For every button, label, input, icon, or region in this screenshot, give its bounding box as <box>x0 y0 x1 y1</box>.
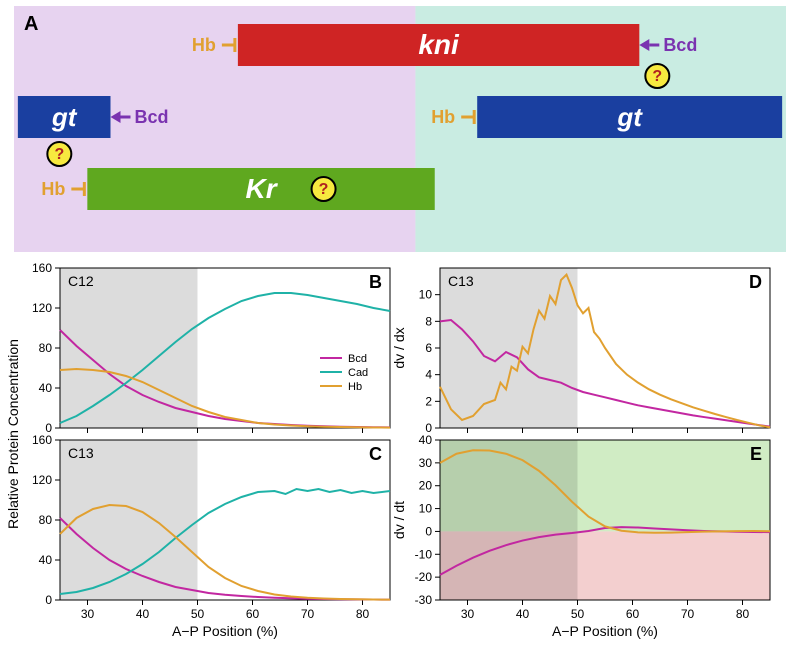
svg-text:-10: -10 <box>415 547 433 561</box>
svg-text:Hb: Hb <box>431 107 455 127</box>
svg-text:30: 30 <box>419 456 433 470</box>
svg-text:gt: gt <box>51 102 78 132</box>
svg-text:80: 80 <box>356 607 370 621</box>
svg-text:?: ? <box>652 68 662 85</box>
panel-label: E <box>750 444 762 464</box>
svg-text:160: 160 <box>32 261 52 275</box>
svg-text:50: 50 <box>191 607 205 621</box>
svg-text:0: 0 <box>45 593 52 607</box>
svg-text:Hb: Hb <box>41 179 65 199</box>
svg-text:40: 40 <box>39 553 53 567</box>
svg-text:Kr: Kr <box>245 173 278 204</box>
svg-text:80: 80 <box>39 341 53 355</box>
corner-label: C13 <box>68 445 94 461</box>
panel-b: 04080120160C12BBcdCadHb <box>32 261 390 435</box>
svg-text:8: 8 <box>425 314 432 328</box>
svg-text:?: ? <box>54 146 64 163</box>
panel-label: C <box>369 444 382 464</box>
svg-text:gt: gt <box>616 102 643 132</box>
y-axis-label: dv / dt <box>391 501 407 539</box>
panel-c: 0 40 80 120 160 30 40 50 60 70 80 A−P Position (%) C… <box>32 433 390 639</box>
svg-text:10: 10 <box>419 502 433 516</box>
panel-a-label: A <box>24 13 38 35</box>
svg-text:10: 10 <box>419 288 433 302</box>
x-axis-label: A−P Position (%) <box>172 623 278 639</box>
panel-label: B <box>369 272 382 292</box>
question-marker: ? <box>312 177 336 201</box>
svg-text:Bcd: Bcd <box>135 107 169 127</box>
svg-text:60: 60 <box>626 607 640 621</box>
svg-text:6: 6 <box>425 341 432 355</box>
question-marker: ? <box>645 64 669 88</box>
svg-text:50: 50 <box>571 607 585 621</box>
panel-e: -30 -20 -10 0 10 20 30 40 30 40 50 60 70 80 A−P Positi… <box>391 433 770 639</box>
svg-text:40: 40 <box>419 433 433 447</box>
svg-text:kni: kni <box>418 29 460 60</box>
corner-label: C13 <box>448 273 474 289</box>
x-axis-label: A−P Position (%) <box>552 623 658 639</box>
svg-text:Hb: Hb <box>348 381 362 393</box>
svg-text:30: 30 <box>461 607 475 621</box>
svg-text:160: 160 <box>32 433 52 447</box>
svg-text:60: 60 <box>246 607 260 621</box>
svg-text:30: 30 <box>81 607 95 621</box>
svg-text:Bcd: Bcd <box>348 353 367 365</box>
svg-text:80: 80 <box>736 607 750 621</box>
svg-text:40: 40 <box>516 607 530 621</box>
panel-d: 0246810dv / dxC13D <box>391 268 770 435</box>
question-marker: ? <box>47 142 71 166</box>
svg-text:80: 80 <box>39 513 53 527</box>
svg-text:40: 40 <box>136 607 150 621</box>
svg-text:Hb: Hb <box>192 35 216 55</box>
corner-label: C12 <box>68 273 94 289</box>
panel-label: D <box>749 272 762 292</box>
svg-text:120: 120 <box>32 301 52 315</box>
svg-text:-20: -20 <box>415 570 433 584</box>
svg-text:-30: -30 <box>415 593 433 607</box>
svg-text:4: 4 <box>425 368 432 382</box>
y-axis-label-shared: Relative Protein Concentration <box>5 339 21 529</box>
svg-text:20: 20 <box>419 479 433 493</box>
svg-text:120: 120 <box>32 473 52 487</box>
svg-text:40: 40 <box>39 381 53 395</box>
svg-text:0: 0 <box>425 524 432 538</box>
svg-text:70: 70 <box>681 607 695 621</box>
figure-svg: AkniHbBcd?gtBcdgtHbKrHb??04080120160C12B… <box>0 0 800 670</box>
y-axis-label: dv / dx <box>391 327 407 368</box>
svg-text:?: ? <box>319 181 329 198</box>
panel-a: Akni Hb Bcd? gt Bcd gt Hb Kr Hb?? <box>14 6 786 252</box>
svg-text:Cad: Cad <box>348 367 368 379</box>
svg-text:70: 70 <box>301 607 315 621</box>
svg-text:2: 2 <box>425 394 432 408</box>
svg-text:Bcd: Bcd <box>663 35 697 55</box>
